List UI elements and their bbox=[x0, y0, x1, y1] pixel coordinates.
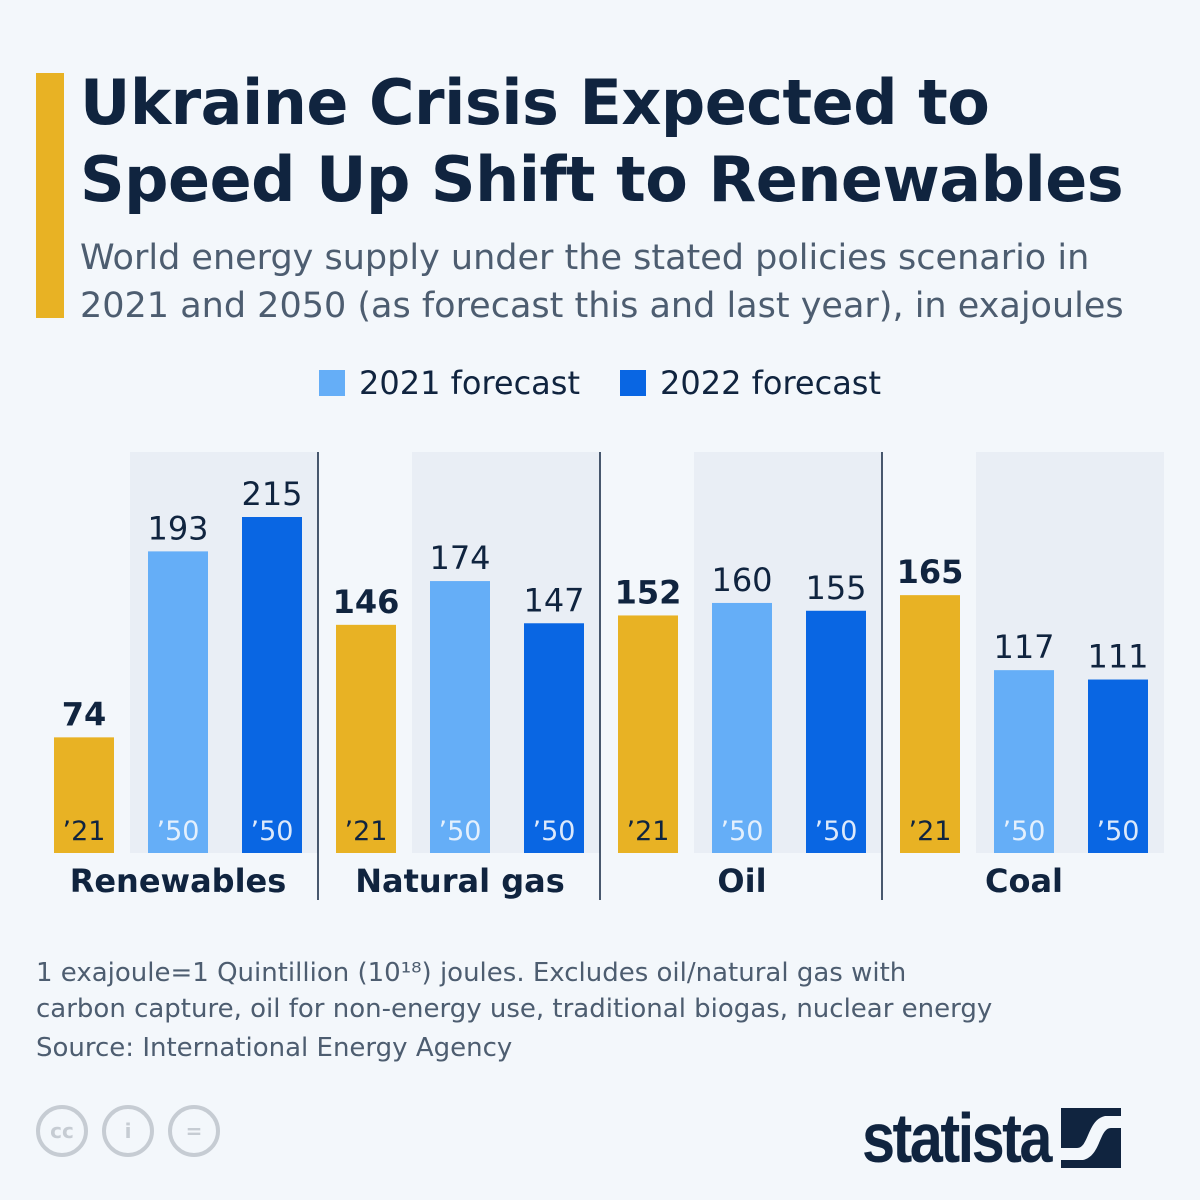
subtitle-line: World energy supply under the stated pol… bbox=[80, 238, 1090, 278]
category-label: Renewables bbox=[70, 862, 287, 900]
bar bbox=[336, 624, 396, 853]
data-label: 111 bbox=[1087, 638, 1148, 676]
legend-swatch bbox=[620, 370, 646, 396]
data-label: 193 bbox=[147, 509, 208, 547]
bar bbox=[524, 623, 584, 853]
data-label: 152 bbox=[615, 573, 682, 611]
category-label: Oil bbox=[717, 862, 766, 900]
data-label: 147 bbox=[523, 581, 584, 619]
bar-year-label: ’21 bbox=[345, 816, 388, 847]
bar-year-label: ’50 bbox=[533, 816, 576, 847]
cc-icon[interactable]: cc bbox=[36, 1105, 88, 1157]
data-label: 174 bbox=[429, 539, 490, 577]
bar-year-label: ’21 bbox=[63, 816, 106, 847]
data-label: 160 bbox=[711, 561, 772, 599]
footnote-line: carbon capture, oil for non-energy use, … bbox=[36, 994, 993, 1024]
bar-year-label: ’21 bbox=[627, 816, 670, 847]
category-label: Coal bbox=[985, 862, 1063, 900]
page-title: Ukraine Crisis Expected to Speed Up Shif… bbox=[80, 64, 1124, 218]
legend-item-2021-forecast: 2021 forecast bbox=[318, 364, 580, 402]
attribution-icon[interactable]: i bbox=[102, 1105, 154, 1157]
source: Source: International Energy Agency bbox=[36, 1033, 513, 1063]
bar bbox=[900, 595, 960, 853]
footnote-line: 1 exajoule=1 Quintillion (10¹⁸) joules. … bbox=[36, 958, 907, 988]
bar-year-label: ’50 bbox=[721, 816, 764, 847]
data-label: 155 bbox=[805, 569, 866, 607]
bar-year-label: ’21 bbox=[909, 816, 952, 847]
bar-year-label: ’50 bbox=[439, 816, 482, 847]
bar bbox=[54, 737, 114, 853]
bar bbox=[712, 602, 772, 853]
bar bbox=[994, 670, 1054, 853]
logo-text: statista bbox=[862, 1099, 1052, 1177]
title-line: Speed Up Shift to Renewables bbox=[80, 143, 1124, 216]
bar bbox=[1088, 679, 1148, 853]
data-label: 117 bbox=[993, 628, 1054, 666]
bar-year-label: ’50 bbox=[815, 816, 858, 847]
legend-label: 2021 forecast bbox=[358, 364, 580, 402]
subtitle-line: 2021 and 2050 (as forecast this and last… bbox=[80, 286, 1124, 326]
bar bbox=[806, 610, 866, 853]
legend: 2021 forecast 2022 forecast bbox=[0, 364, 1200, 402]
no-derivatives-icon[interactable]: = bbox=[168, 1105, 220, 1157]
bar bbox=[148, 551, 208, 853]
subtitle: World energy supply under the stated pol… bbox=[80, 234, 1180, 330]
legend-label: 2022 forecast bbox=[660, 364, 882, 402]
legend-item-2022-forecast: 2022 forecast bbox=[620, 364, 881, 402]
data-label: 165 bbox=[897, 553, 964, 591]
title-line: Ukraine Crisis Expected to bbox=[80, 66, 990, 139]
category-label: Natural gas bbox=[355, 862, 564, 900]
bar-year-label: ’50 bbox=[251, 816, 294, 847]
data-label: 74 bbox=[62, 695, 107, 733]
bar-year-label: ’50 bbox=[157, 816, 200, 847]
statista-logo[interactable]: statista bbox=[862, 1098, 1122, 1178]
bar bbox=[430, 581, 490, 853]
title-accent-bar bbox=[36, 73, 64, 318]
data-label: 146 bbox=[333, 583, 400, 621]
bar-year-label: ’50 bbox=[1003, 816, 1046, 847]
statista-logo-icon bbox=[1061, 1108, 1122, 1168]
bar-chart: 74 ’21 193 ’50 215 ’50 Renewables 146 ’21 174 ’50 1… bbox=[54, 452, 1149, 900]
license-icons[interactable]: cc i = bbox=[36, 1105, 220, 1157]
footnote: 1 exajoule=1 Quintillion (10¹⁸) joules. … bbox=[36, 955, 1136, 1027]
bar-year-label: ’50 bbox=[1097, 816, 1140, 847]
bar bbox=[242, 517, 302, 853]
data-label: 215 bbox=[241, 475, 302, 513]
legend-swatch bbox=[318, 370, 345, 396]
bar bbox=[618, 615, 678, 853]
